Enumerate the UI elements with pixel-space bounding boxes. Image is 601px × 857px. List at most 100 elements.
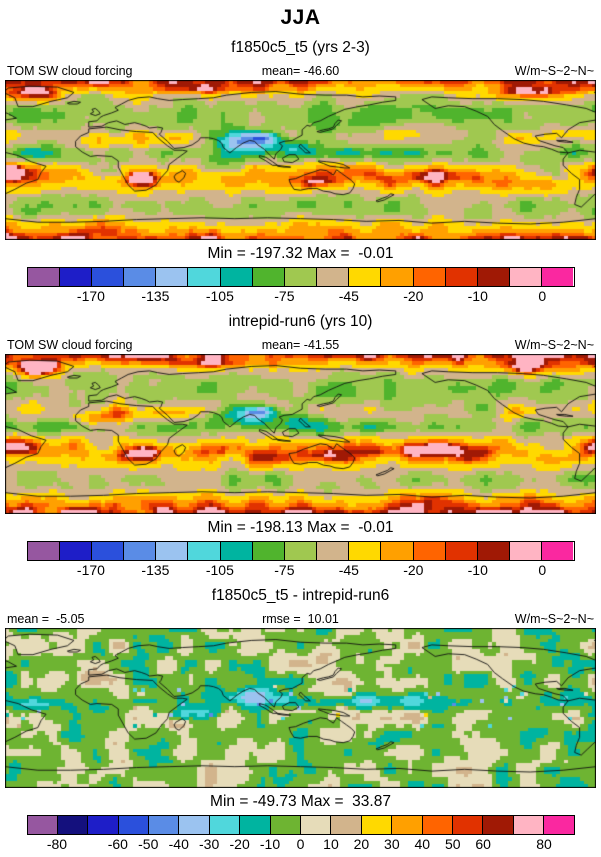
- colorbar-tick-label: -20: [229, 836, 250, 852]
- colorbar-swatch: [91, 268, 125, 286]
- colorbar-tick-label: 80: [536, 836, 552, 852]
- panel1-colorbar-ticks: -170 -135 -105 -75 -45 -20 -10 0: [27, 287, 575, 304]
- colorbar-tick-label: 40: [414, 836, 431, 852]
- panel3-mean-label: mean = -5.05: [7, 612, 85, 626]
- colorbar-swatch: [477, 268, 511, 286]
- colorbar-tick-label: -10: [467, 562, 488, 578]
- colorbar-swatch: [284, 268, 318, 286]
- colorbar-tick-label: -105: [205, 562, 234, 578]
- colorbar-swatch: [156, 268, 189, 286]
- panel2-map-canvas: [5, 354, 596, 514]
- colorbar-tick-label: -10: [259, 836, 281, 852]
- panel1-map-header: TOM SW cloud forcing mean= -46.60 W/m~S~…: [5, 63, 596, 78]
- colorbar-swatch: [88, 816, 119, 834]
- colorbar-swatch: [331, 816, 362, 834]
- colorbar-swatch: [209, 816, 241, 834]
- colorbar-swatch: [542, 268, 574, 286]
- colorbar-tick-label: -20: [403, 288, 424, 304]
- colorbar-swatch: [27, 816, 58, 834]
- colorbar-tick-label: -45: [338, 288, 359, 304]
- panel3-subtitle: f1850c5_t5 - intrepid-run6: [211, 587, 390, 604]
- colorbar-swatch: [361, 816, 393, 834]
- panel2-colorbar: -170 -135 -105 -75 -45 -20 -10 0: [26, 541, 575, 578]
- colorbar-swatch: [544, 816, 574, 834]
- colorbar-swatch: [27, 268, 60, 286]
- colorbar-tick-label: -170: [76, 288, 105, 304]
- colorbar-swatch: [317, 542, 350, 560]
- colorbar-swatch: [124, 268, 157, 286]
- colorbar-tick-label: -20: [403, 562, 424, 578]
- colorbar-swatch: [284, 542, 318, 560]
- panel3-map-canvas: [5, 628, 596, 788]
- colorbar-swatch: [513, 816, 545, 834]
- colorbar-swatch: [510, 268, 543, 286]
- colorbar-tick-label: 0: [538, 288, 547, 304]
- colorbar-swatch: [156, 542, 189, 560]
- colorbar-swatch: [59, 268, 92, 286]
- panel3-colorbar-ticks: -80 -60 -50 -40 -30 -20 -10 0 10 20 30 40 50 60 80: [27, 835, 575, 852]
- colorbar-tick-label: -30: [199, 836, 220, 852]
- panel2-map-header: TOM SW cloud forcing mean= -41.55 W/m~S~…: [5, 337, 596, 352]
- colorbar-tick-label: -75: [274, 288, 295, 304]
- colorbar-swatch: [477, 542, 511, 560]
- colorbar-tick-label: -170: [76, 562, 105, 578]
- colorbar-tick-label: 60: [475, 836, 491, 852]
- panel2-variable-label: TOM SW cloud forcing: [7, 338, 133, 352]
- colorbar-swatch: [422, 816, 453, 834]
- colorbar-swatch: [118, 816, 150, 834]
- colorbar-swatch: [413, 268, 446, 286]
- colorbar-swatch: [252, 542, 285, 560]
- panel2-minmax-label: Min = -198.13 Max = -0.01: [207, 519, 394, 536]
- panel1-mean-label: mean= -46.60: [261, 64, 340, 78]
- colorbar-swatch: [413, 542, 446, 560]
- panel3-colorbar: -80 -60 -50 -40 -30 -20 -10 0 10 20 30 40 50 60 80: [26, 815, 575, 852]
- panel3-colorbar-swatches: [26, 815, 575, 835]
- colorbar-swatch: [179, 816, 210, 834]
- colorbar-swatch: [220, 268, 253, 286]
- panel-model1: f1850c5_t5 (yrs 2-3) TOM SW cloud forcin…: [0, 39, 601, 304]
- panel3-minmax-label: Min = -49.73 Max = 33.87: [210, 793, 391, 810]
- panel1-subtitle: f1850c5_t5 (yrs 2-3): [231, 39, 370, 56]
- panel1-map-canvas: [5, 80, 596, 240]
- colorbar-swatch: [149, 816, 180, 834]
- colorbar-swatch: [317, 268, 350, 286]
- colorbar-tick-label: -80: [46, 836, 68, 852]
- panel1-colorbar-swatches: [26, 267, 575, 287]
- colorbar-tick-label: -10: [467, 288, 488, 304]
- colorbar-tick-label: 50: [444, 836, 461, 852]
- colorbar-swatch: [381, 268, 414, 286]
- colorbar-tick-label: -75: [274, 562, 295, 578]
- colorbar-tick-label: 10: [323, 836, 339, 852]
- panel3-map-header: mean = -5.05 rmse = 10.01 W/m~S~2~N~: [5, 611, 596, 626]
- colorbar-swatch: [301, 816, 332, 834]
- colorbar-tick-label: -60: [107, 836, 128, 852]
- panel1-minmax-label: Min = -197.32 Max = -0.01: [207, 245, 394, 262]
- colorbar-swatch: [252, 268, 285, 286]
- colorbar-swatch: [188, 542, 221, 560]
- colorbar-swatch: [445, 268, 478, 286]
- panel3-units-label: W/m~S~2~N~: [514, 612, 594, 626]
- panel2-mean-label: mean= -41.55: [261, 338, 340, 352]
- panel1-variable-label: TOM SW cloud forcing: [7, 64, 133, 78]
- colorbar-swatch: [349, 268, 382, 286]
- colorbar-tick-label: -135: [141, 288, 170, 304]
- panel1-units-label: W/m~S~2~N~: [514, 64, 594, 78]
- colorbar-swatch: [445, 542, 478, 560]
- panel2-subtitle: intrepid-run6 (yrs 10): [228, 313, 373, 330]
- panel2-units-label: W/m~S~2~N~: [514, 338, 594, 352]
- colorbar-swatch: [381, 542, 414, 560]
- colorbar-swatch: [57, 816, 89, 834]
- panel2-colorbar-swatches: [26, 541, 575, 561]
- panel3-rmse-label: rmse = 10.01: [262, 612, 339, 626]
- colorbar-swatch: [452, 816, 484, 834]
- colorbar-tick-label: 20: [353, 836, 370, 852]
- colorbar-swatch: [91, 542, 125, 560]
- colorbar-tick-label: -45: [338, 562, 359, 578]
- colorbar-tick-label: -50: [138, 836, 159, 852]
- colorbar-swatch: [240, 816, 271, 834]
- colorbar-swatch: [124, 542, 157, 560]
- colorbar-swatch: [349, 542, 382, 560]
- colorbar-tick-label: 30: [384, 836, 400, 852]
- colorbar-swatch: [59, 542, 92, 560]
- panel-model2: intrepid-run6 (yrs 10) TOM SW cloud forc…: [0, 313, 601, 578]
